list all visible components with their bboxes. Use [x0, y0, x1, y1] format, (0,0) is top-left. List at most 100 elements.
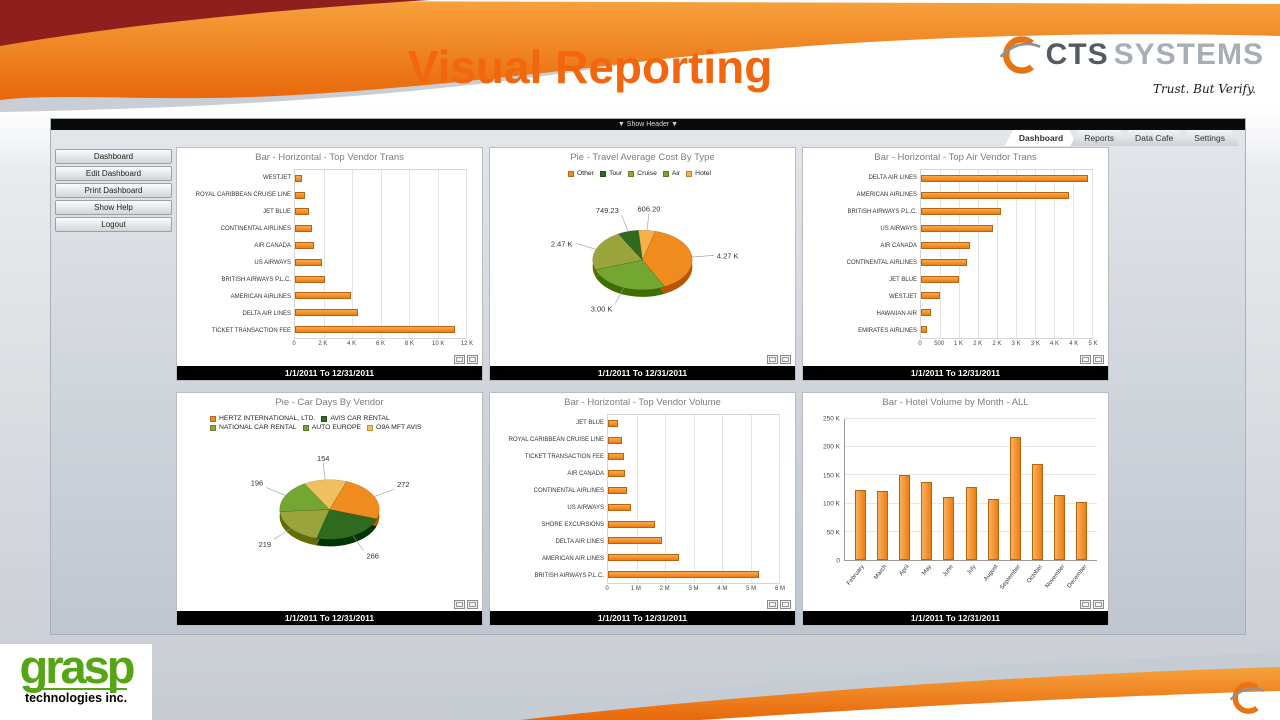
sidebar-item-logout[interactable]: Logout [55, 217, 172, 232]
panel-collapse-icon[interactable] [454, 355, 465, 364]
cts-logo-text-secondary: SYSTEMS [1113, 38, 1264, 71]
bar [608, 554, 680, 562]
axis-tick-label: 2 K [992, 341, 1002, 347]
bar [608, 537, 663, 545]
bar [921, 309, 931, 317]
panel-collapse-icon[interactable] [454, 600, 465, 609]
panel-top-air-vendor-trans: Bar - Horizontal - Top Air Vendor Trans … [802, 147, 1109, 381]
bar [295, 208, 310, 216]
panel-maximize-icon[interactable] [467, 600, 478, 609]
bar [608, 487, 627, 495]
chart-canvas: Other Tour Cruise Air Hotel 4.27 K 3.00 K 2.47 … [493, 166, 792, 350]
legend-swatch [567, 170, 574, 177]
bar-category-label: ROYAL CARIBBEAN CRUISE LINE [195, 191, 291, 198]
bar-category-label: AIR CANADA [567, 470, 604, 477]
pie-slice [304, 479, 347, 510]
panel-maximize-icon[interactable] [467, 355, 478, 364]
bar [1009, 437, 1021, 560]
tab-reports[interactable]: Reports [1070, 130, 1128, 146]
panel-maximize-icon[interactable] [780, 600, 791, 609]
sidebar: Dashboard Edit Dashboard Print Dashboard… [55, 149, 172, 232]
panel-date-range: 1/1/2011 To 12/31/2011 [803, 366, 1108, 380]
cts-systems-logo: CTS SYSTEMS [997, 34, 1264, 76]
panel-title: Bar - Hotel Volume by Month - ALL [882, 396, 1029, 408]
bar [295, 275, 325, 283]
pie-chart: 4.27 K 3.00 K 2.47 K 749.23 606.20 [551, 204, 739, 313]
bar-category-label: November [1044, 564, 1067, 590]
bar [921, 482, 933, 560]
cts-logo-icon [999, 36, 1041, 74]
bar-category-label: ROYAL CARIBBEAN CRUISE LINE [508, 436, 604, 443]
bar-category-label: JET BLUE [263, 208, 291, 215]
pie-slice [279, 509, 330, 539]
axis-tick-label: 5 K [1088, 341, 1098, 347]
bar-category-label: BRITISH AIRWAYS P.L.C. [534, 572, 604, 579]
panel-date-range: 1/1/2011 To 12/31/2011 [177, 366, 482, 380]
sidebar-item-show-help[interactable]: Show Help [55, 200, 172, 215]
bar [1076, 502, 1088, 560]
axis-tick-label: 2 M [659, 586, 670, 592]
bar [295, 292, 351, 300]
bar-category-label: August [983, 564, 1000, 583]
legend-item: HERTZ INTERNATIONAL, LTD. [210, 415, 315, 422]
panel-avg-cost-by-type: Pie - Travel Average Cost By Type Other T… [489, 147, 796, 381]
bar-category-label: February [846, 564, 867, 587]
pie-value-label: 272 [397, 480, 409, 489]
pie-value-label: 4.27 K [717, 251, 739, 260]
legend-swatch [210, 424, 216, 431]
bar-category-label: December [1066, 564, 1089, 590]
bar-category-label: WESTJET [263, 174, 291, 181]
legend-swatch [210, 415, 216, 422]
panel-collapse-icon[interactable] [1080, 600, 1091, 609]
axis-tick-label: 0 [292, 341, 296, 347]
legend-swatch [628, 170, 635, 177]
panel-maximize-icon[interactable] [1093, 600, 1104, 609]
panel-date-range: 1/1/2011 To 12/31/2011 [803, 611, 1108, 625]
tab-data-cafe[interactable]: Data Cafe [1121, 130, 1187, 146]
panel-collapse-icon[interactable] [767, 600, 778, 609]
show-header-toggle[interactable]: ▼ Show Header ▼ [51, 119, 1245, 130]
panel-collapse-icon[interactable] [1080, 355, 1091, 364]
bar-category-label: June [942, 564, 956, 578]
panel-maximize-icon[interactable] [780, 355, 791, 364]
panel-maximize-icon[interactable] [1093, 355, 1104, 364]
panel-controls [1080, 355, 1104, 364]
bar [295, 191, 305, 199]
sidebar-item-print-dashboard[interactable]: Print Dashboard [55, 183, 172, 198]
bar [943, 496, 955, 560]
tab-dashboard[interactable]: Dashboard [1005, 130, 1077, 146]
legend-item: Cruise [628, 170, 657, 177]
bar-category-label: WESTJET [889, 293, 917, 300]
bar [921, 242, 971, 250]
axis-tick-label: 500 [934, 341, 945, 347]
bar-category-label: AMERICAN AIRLINES [856, 191, 917, 198]
panel-top-vendor-trans: Bar - Horizontal - Top Vendor Trans WEST… [176, 147, 483, 381]
axis-tick-label: 150 K [823, 472, 840, 480]
bar-category-label: HAWAIIAN AIR [876, 310, 917, 317]
bottom-banner-swoosh [430, 653, 1280, 720]
pie-slice [316, 509, 378, 540]
bar-category-label: AMERICAN AIRLINES [230, 293, 291, 300]
panel-title: Bar - Horizontal - Top Vendor Trans [255, 151, 404, 163]
panel-controls [454, 600, 478, 609]
axis-tick-label: 200 K [823, 443, 840, 451]
pie-value-label: 196 [251, 478, 263, 487]
bar-category-label: DELTA AIR LINES [242, 310, 291, 317]
legend-item: AUTO EUROPE [302, 424, 361, 431]
sidebar-item-edit-dashboard[interactable]: Edit Dashboard [55, 166, 172, 181]
bar-category-label: DELTA AIR LINES [555, 538, 604, 545]
bar-category-label: TICKET TRANSACTION FEE [211, 327, 291, 334]
bar [295, 258, 323, 266]
bar-category-label: EMIRATES AIRLINES [858, 327, 917, 334]
bar-category-label: April [898, 564, 911, 578]
panel-collapse-icon[interactable] [767, 355, 778, 364]
bar [921, 275, 959, 283]
sidebar-item-dashboard[interactable]: Dashboard [55, 149, 172, 164]
bar [1032, 464, 1044, 560]
legend-item: NATIONAL CAR RENTAL [210, 424, 297, 431]
bar [608, 520, 656, 528]
tab-settings[interactable]: Settings [1180, 130, 1239, 146]
bar-category-label: CONTINENTAL AIRLINES [533, 487, 604, 494]
bar [608, 503, 631, 511]
bar-category-label: July [966, 564, 978, 577]
